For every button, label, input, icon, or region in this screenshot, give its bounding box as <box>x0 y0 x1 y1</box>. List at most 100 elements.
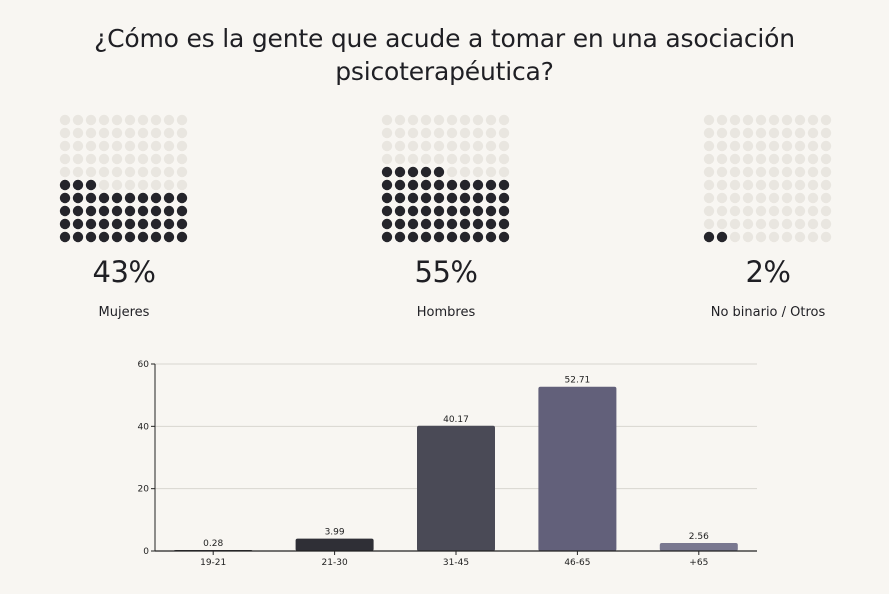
waffle-dot-empty <box>781 179 793 191</box>
waffle-dot-empty <box>176 140 188 152</box>
waffle-dot-filled <box>433 218 445 230</box>
waffle-dot-empty <box>768 166 780 178</box>
waffle-dot-empty <box>755 140 767 152</box>
waffle-dot-filled <box>498 179 510 191</box>
waffle-mujeres <box>59 114 229 246</box>
waffle-dot-filled <box>163 231 175 243</box>
waffle-dot-empty <box>176 153 188 165</box>
waffle-dot-filled <box>394 231 406 243</box>
waffle-dot-empty <box>729 114 741 126</box>
waffle-dot-filled <box>716 231 728 243</box>
waffle-dot-empty <box>729 192 741 204</box>
waffle-dot-empty <box>703 153 715 165</box>
waffle-dot-empty <box>742 140 754 152</box>
x-tick-label: +65 <box>689 558 708 568</box>
waffle-dot-empty <box>742 205 754 217</box>
waffle-dot-empty <box>768 127 780 139</box>
y-tick-label: 20 <box>138 485 150 495</box>
waffle-dot-empty <box>163 179 175 191</box>
waffle-dot-empty <box>459 140 471 152</box>
bar-+65 <box>659 543 738 551</box>
waffle-dot-filled <box>381 218 393 230</box>
waffle-dot-empty <box>150 179 162 191</box>
waffle-dot-filled <box>150 192 162 204</box>
waffle-dot-empty <box>150 140 162 152</box>
waffle-dot-empty <box>820 166 832 178</box>
waffle-dot-empty <box>742 166 754 178</box>
waffle-dot-empty <box>820 205 832 217</box>
waffle-dot-filled <box>137 205 149 217</box>
waffle-grid-hombres <box>381 114 510 243</box>
y-tick-label: 0 <box>143 547 149 557</box>
waffle-dot-filled <box>124 218 136 230</box>
waffle-dot-empty <box>150 114 162 126</box>
percent-no-binario: 2% <box>745 255 791 289</box>
waffle-dot-filled <box>394 218 406 230</box>
waffle-dot-filled <box>85 179 97 191</box>
waffle-dot-empty <box>124 153 136 165</box>
waffle-dot-filled <box>472 179 484 191</box>
waffle-dot-filled <box>150 218 162 230</box>
waffle-dot-empty <box>85 166 97 178</box>
waffle-dot-filled <box>446 231 458 243</box>
waffle-dot-filled <box>381 205 393 217</box>
waffle-dot-filled <box>485 205 497 217</box>
waffle-dot-empty <box>59 127 71 139</box>
waffle-dot-empty <box>755 166 767 178</box>
label-mujeres: Mujeres <box>98 305 150 320</box>
waffle-dot-empty <box>755 205 767 217</box>
waffle-dot-empty <box>729 179 741 191</box>
waffle-dot-empty <box>485 166 497 178</box>
waffle-dot-filled <box>485 179 497 191</box>
waffle-dot-empty <box>420 114 432 126</box>
waffle-dot-filled <box>485 231 497 243</box>
waffle-dot-filled <box>433 205 445 217</box>
waffle-dot-empty <box>794 231 806 243</box>
waffle-dot-filled <box>98 218 110 230</box>
waffle-dot-empty <box>820 192 832 204</box>
waffle-dot-empty <box>768 179 780 191</box>
waffle-dot-filled <box>59 231 71 243</box>
x-tick-label: 19-21 <box>200 558 226 568</box>
waffle-dot-filled <box>111 218 123 230</box>
waffle-dot-empty <box>176 114 188 126</box>
waffle-dot-empty <box>729 166 741 178</box>
waffle-dot-empty <box>420 153 432 165</box>
waffle-dot-filled <box>407 205 419 217</box>
waffle-dot-filled <box>703 231 715 243</box>
waffle-dot-empty <box>163 114 175 126</box>
waffle-dot-empty <box>459 153 471 165</box>
waffle-dot-empty <box>433 114 445 126</box>
waffle-dot-empty <box>407 140 419 152</box>
waffle-dot-empty <box>98 166 110 178</box>
waffle-dot-filled <box>72 231 84 243</box>
waffle-dot-filled <box>163 192 175 204</box>
waffle-dot-empty <box>742 114 754 126</box>
waffle-dot-filled <box>472 231 484 243</box>
waffle-dot-filled <box>85 205 97 217</box>
waffle-dot-filled <box>498 192 510 204</box>
waffle-hombres <box>381 114 551 246</box>
waffle-dot-filled <box>472 205 484 217</box>
waffle-dot-empty <box>433 140 445 152</box>
waffle-dot-empty <box>72 114 84 126</box>
waffle-dot-empty <box>742 218 754 230</box>
waffle-dot-filled <box>433 192 445 204</box>
waffle-dot-filled <box>420 218 432 230</box>
waffle-dot-filled <box>394 192 406 204</box>
waffle-dot-empty <box>59 166 71 178</box>
waffle-dot-empty <box>755 153 767 165</box>
waffle-dot-empty <box>381 140 393 152</box>
waffle-dot-empty <box>124 127 136 139</box>
waffle-dot-empty <box>98 153 110 165</box>
bar-value-label: 3.99 <box>325 528 345 538</box>
waffle-dot-empty <box>716 192 728 204</box>
waffle-dot-empty <box>407 127 419 139</box>
waffle-dot-empty <box>820 114 832 126</box>
waffle-dot-empty <box>433 127 445 139</box>
waffle-dot-empty <box>98 140 110 152</box>
waffle-dot-filled <box>381 166 393 178</box>
waffle-dot-filled <box>498 218 510 230</box>
waffle-dot-empty <box>137 140 149 152</box>
